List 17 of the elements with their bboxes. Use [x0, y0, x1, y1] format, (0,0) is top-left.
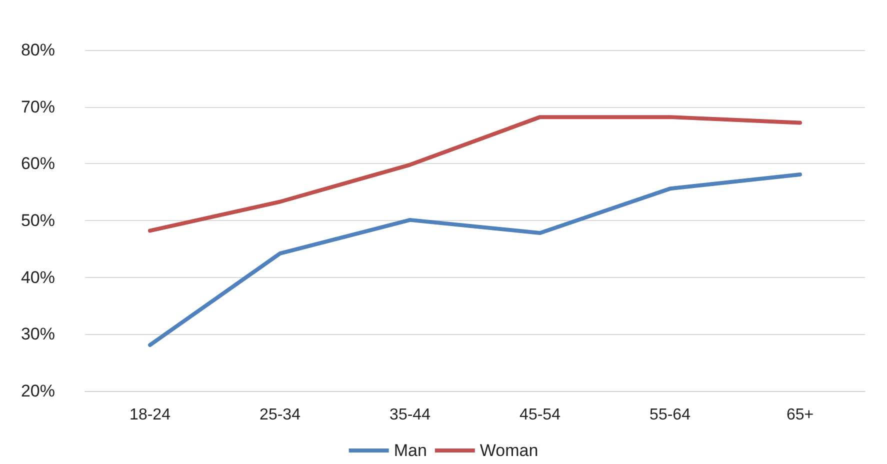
y-tick-label: 60%: [20, 154, 55, 174]
x-tick-label: 45-54: [520, 406, 561, 424]
y-tick-label: 40%: [20, 268, 55, 287]
x-tick-label: 55-64: [650, 406, 691, 424]
legend-label: Man: [394, 441, 427, 460]
line-series: [148, 115, 802, 233]
y-tick-label: 50%: [20, 211, 55, 230]
line-series: [148, 172, 802, 347]
x-tick-label: 65+: [786, 406, 814, 424]
legend-label: Woman: [480, 441, 538, 460]
x-tick-label: 25-34: [260, 406, 301, 424]
y-tick-label: 20%: [20, 382, 55, 400]
y-tick-label: 70%: [20, 97, 55, 116]
x-tick-label: 35-44: [390, 406, 431, 424]
x-tick-label: 18-24: [130, 406, 171, 424]
y-tick-label: 80%: [20, 40, 55, 60]
y-tick-label: 30%: [20, 324, 55, 344]
